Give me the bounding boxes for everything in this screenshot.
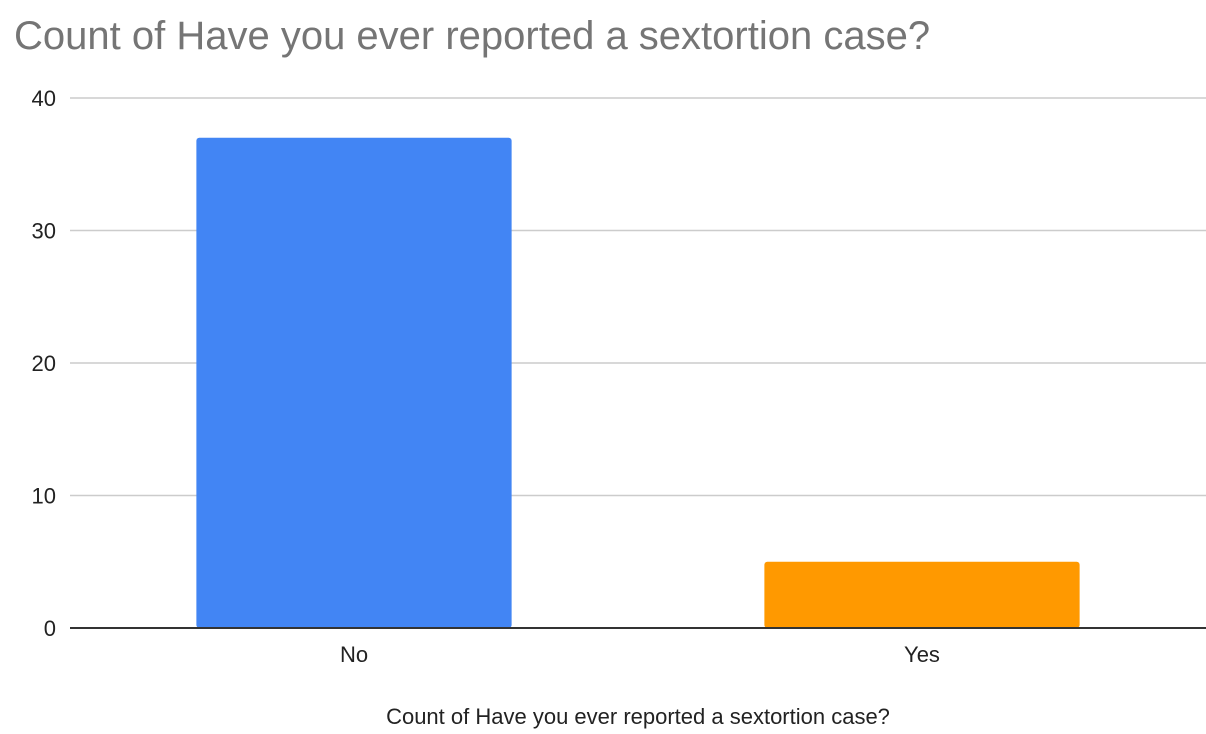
bar-yes	[764, 561, 1080, 628]
y-tick-label: 0	[44, 616, 56, 641]
y-axis-ticks: 0 10 20 30 40	[32, 86, 56, 641]
x-axis-ticks: No Yes	[340, 642, 940, 667]
y-tick-label: 10	[32, 484, 56, 509]
x-axis-label: Count of Have you ever reported a sextor…	[386, 704, 890, 729]
bar-no	[196, 137, 512, 628]
bars	[196, 137, 1080, 628]
y-tick-label: 40	[32, 86, 56, 111]
y-tick-label: 30	[32, 219, 56, 244]
y-tick-label: 20	[32, 351, 56, 376]
x-tick-label: No	[340, 642, 368, 667]
chart-title: Count of Have you ever reported a sextor…	[14, 14, 931, 58]
x-tick-label: Yes	[904, 642, 940, 667]
